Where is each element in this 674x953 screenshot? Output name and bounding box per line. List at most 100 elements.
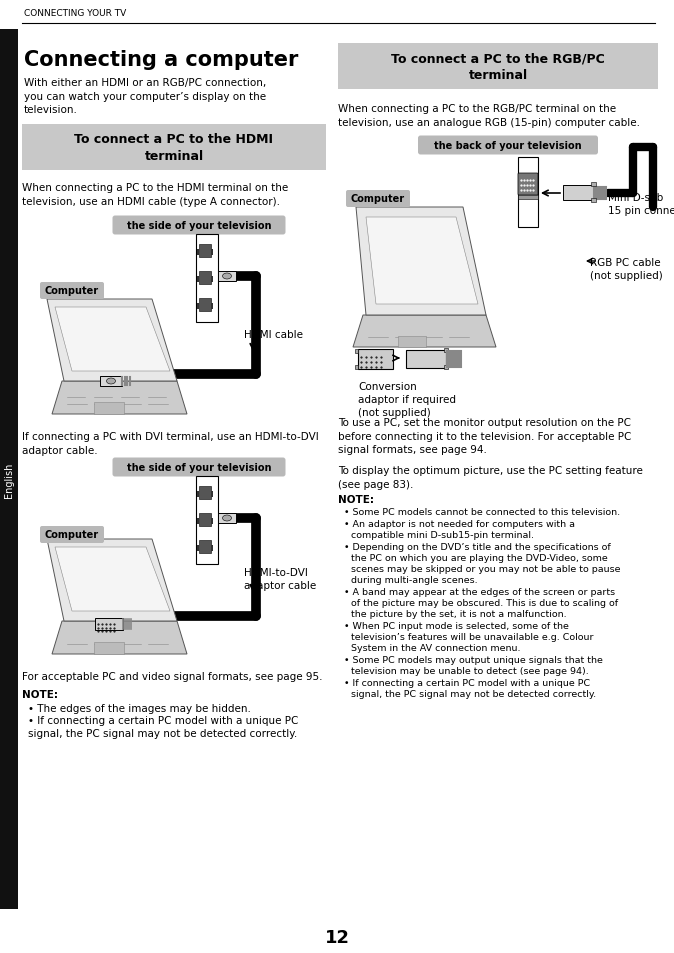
Bar <box>22 125 326 171</box>
Bar <box>211 250 213 255</box>
Text: When connecting a PC to the HDMI terminal on the
television, use an HDMI cable (: When connecting a PC to the HDMI termina… <box>22 183 288 207</box>
Polygon shape <box>55 547 170 612</box>
Bar <box>518 158 538 228</box>
Text: To display the optimum picture, use the PC setting feature
(see page 83).: To display the optimum picture, use the … <box>338 465 643 489</box>
Bar <box>199 245 211 257</box>
Bar <box>197 304 199 310</box>
Polygon shape <box>52 381 187 415</box>
Bar <box>197 250 199 255</box>
Text: When connecting a PC to the RGB/PC terminal on the
television, use an analogue R: When connecting a PC to the RGB/PC termi… <box>338 104 640 128</box>
Polygon shape <box>47 299 177 381</box>
Text: • The edges of the images may be hidden.: • The edges of the images may be hidden. <box>28 703 251 713</box>
Polygon shape <box>356 208 486 315</box>
Text: • Depending on the DVD’s title and the specifications of: • Depending on the DVD’s title and the s… <box>344 542 611 552</box>
Polygon shape <box>353 315 496 348</box>
Bar <box>218 514 236 523</box>
Ellipse shape <box>222 274 231 280</box>
Bar <box>211 304 213 310</box>
Bar <box>398 336 426 348</box>
Bar <box>196 476 218 564</box>
Text: • Some PC models may output unique signals that the: • Some PC models may output unique signa… <box>344 656 603 664</box>
Bar <box>197 518 199 524</box>
Text: 12: 12 <box>324 928 350 946</box>
Polygon shape <box>47 539 177 621</box>
Bar <box>199 298 211 312</box>
Text: Mini D-sub
15 pin connector: Mini D-sub 15 pin connector <box>608 193 674 216</box>
Text: HDMI-to-DVI
adaptor cable: HDMI-to-DVI adaptor cable <box>244 567 316 591</box>
FancyBboxPatch shape <box>346 191 410 208</box>
Text: • Some PC models cannot be connected to this television.: • Some PC models cannot be connected to … <box>344 507 620 517</box>
Bar <box>211 518 213 524</box>
Bar <box>199 514 211 526</box>
Text: compatible mini D-sub15-pin terminal.: compatible mini D-sub15-pin terminal. <box>351 531 534 539</box>
Bar <box>197 545 199 552</box>
Text: television may be unable to detect (see page 94).: television may be unable to detect (see … <box>351 666 589 676</box>
Ellipse shape <box>106 378 115 385</box>
Bar <box>218 272 236 282</box>
Text: • A band may appear at the edges of the screen or parts: • A band may appear at the edges of the … <box>344 587 615 597</box>
Bar <box>406 351 446 369</box>
Text: RGB PC cable
(not supplied): RGB PC cable (not supplied) <box>590 257 663 281</box>
Bar <box>444 349 448 353</box>
Bar <box>0 30 18 909</box>
Text: HDMI cable: HDMI cable <box>244 330 303 339</box>
Text: To use a PC, set the monitor output resolution on the PC
before connecting it to: To use a PC, set the monitor output reso… <box>338 417 632 455</box>
Polygon shape <box>55 308 170 372</box>
FancyBboxPatch shape <box>418 136 598 155</box>
Bar <box>199 272 211 285</box>
Text: the picture by the set, it is not a malfunction.: the picture by the set, it is not a malf… <box>351 609 567 618</box>
Text: System in the AV connection menu.: System in the AV connection menu. <box>351 643 520 652</box>
FancyBboxPatch shape <box>113 458 286 477</box>
FancyBboxPatch shape <box>40 283 104 299</box>
Text: the PC on which you are playing the DVD-Video, some: the PC on which you are playing the DVD-… <box>351 554 608 562</box>
Text: • If connecting a certain PC model with a unique PC
signal, the PC signal may no: • If connecting a certain PC model with … <box>28 716 299 739</box>
Text: television’s features will be unavailable e.g. Colour: television’s features will be unavailabl… <box>351 633 594 641</box>
Bar <box>591 183 596 187</box>
Bar <box>95 618 123 630</box>
Bar <box>211 492 213 497</box>
Text: signal, the PC signal may not be detected correctly.: signal, the PC signal may not be detecte… <box>351 689 596 699</box>
Text: during multi-angle scenes.: during multi-angle scenes. <box>351 576 478 584</box>
Bar <box>100 376 122 387</box>
Polygon shape <box>366 218 478 305</box>
Bar <box>197 276 199 283</box>
Text: Computer: Computer <box>45 286 99 295</box>
Bar <box>338 44 658 90</box>
Text: NOTE:: NOTE: <box>338 495 374 504</box>
Text: To connect a PC to the RGB/PC
terminal: To connect a PC to the RGB/PC terminal <box>391 52 605 82</box>
Text: Conversion
adaptor if required
(not supplied): Conversion adaptor if required (not supp… <box>358 381 456 418</box>
Bar <box>591 199 596 203</box>
Bar <box>355 366 358 370</box>
Bar <box>211 545 213 552</box>
Text: Computer: Computer <box>351 193 405 204</box>
Text: • When PC input mode is selected, some of the: • When PC input mode is selected, some o… <box>344 621 569 630</box>
Text: If connecting a PC with DVI terminal, use an HDMI-to-DVI
adaptor cable.: If connecting a PC with DVI terminal, us… <box>22 432 319 456</box>
Text: the side of your television: the side of your television <box>127 221 271 231</box>
Text: Connecting a computer: Connecting a computer <box>24 50 299 70</box>
Text: the back of your television: the back of your television <box>434 141 582 151</box>
Text: the side of your television: the side of your television <box>127 462 271 473</box>
Text: CONNECTING YOUR TV: CONNECTING YOUR TV <box>24 9 126 17</box>
Text: English: English <box>4 462 14 497</box>
Bar <box>355 350 358 354</box>
Bar <box>211 276 213 283</box>
Bar <box>358 350 393 370</box>
Polygon shape <box>52 621 187 655</box>
Text: For acceptable PC and video signal formats, see page 95.: For acceptable PC and video signal forma… <box>22 671 322 681</box>
Bar <box>197 492 199 497</box>
Text: of the picture may be obscured. This is due to scaling of: of the picture may be obscured. This is … <box>351 598 618 607</box>
Bar <box>196 234 218 323</box>
Text: With either an HDMI or an RGB/PC connection,
you can watch your computer’s displ: With either an HDMI or an RGB/PC connect… <box>24 78 266 115</box>
Text: • An adaptor is not needed for computers with a: • An adaptor is not needed for computers… <box>344 519 575 529</box>
Bar <box>563 186 593 201</box>
Text: NOTE:: NOTE: <box>22 689 58 700</box>
Bar <box>444 366 448 370</box>
FancyBboxPatch shape <box>518 173 538 195</box>
FancyBboxPatch shape <box>113 216 286 235</box>
FancyBboxPatch shape <box>40 526 104 543</box>
Text: • If connecting a certain PC model with a unique PC: • If connecting a certain PC model with … <box>344 679 590 687</box>
Bar <box>199 540 211 554</box>
Bar <box>518 195 538 200</box>
Text: To connect a PC to the HDMI
terminal: To connect a PC to the HDMI terminal <box>75 133 274 163</box>
Text: Computer: Computer <box>45 530 99 539</box>
